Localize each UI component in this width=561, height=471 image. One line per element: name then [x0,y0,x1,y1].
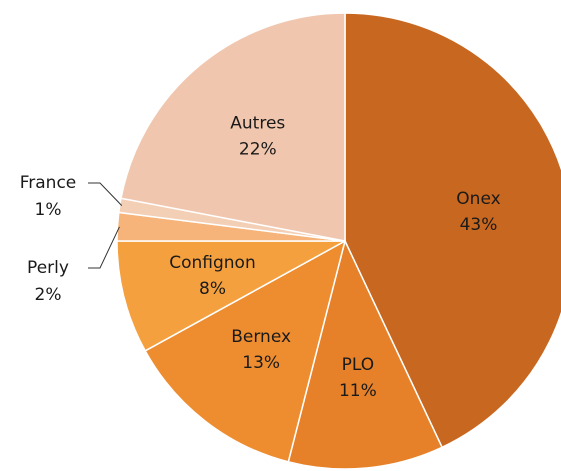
pie-slice [144,239,347,463]
slice-label: Perly [27,258,69,278]
slice-value: 22% [239,140,277,160]
slice-label: Bernex [231,327,291,347]
slice-value: 43% [460,215,498,235]
slice-label: France [20,173,77,193]
pie-slice [120,12,346,242]
slice-value: 2% [35,285,62,305]
pie-slice [116,240,346,352]
pie-slice [344,12,561,449]
slice-value: 1% [35,200,62,220]
slice-value: 11% [339,381,377,401]
leader-line [88,182,123,206]
slice-label: Confignon [169,253,256,273]
slice-label: Autres [230,114,285,134]
slice-label: Onex [456,189,500,209]
slice-label: PLO [342,355,375,375]
pie-slice [287,238,444,470]
slice-value: 13% [242,353,280,373]
leader-line [88,226,120,269]
slice-value: 8% [199,279,226,299]
